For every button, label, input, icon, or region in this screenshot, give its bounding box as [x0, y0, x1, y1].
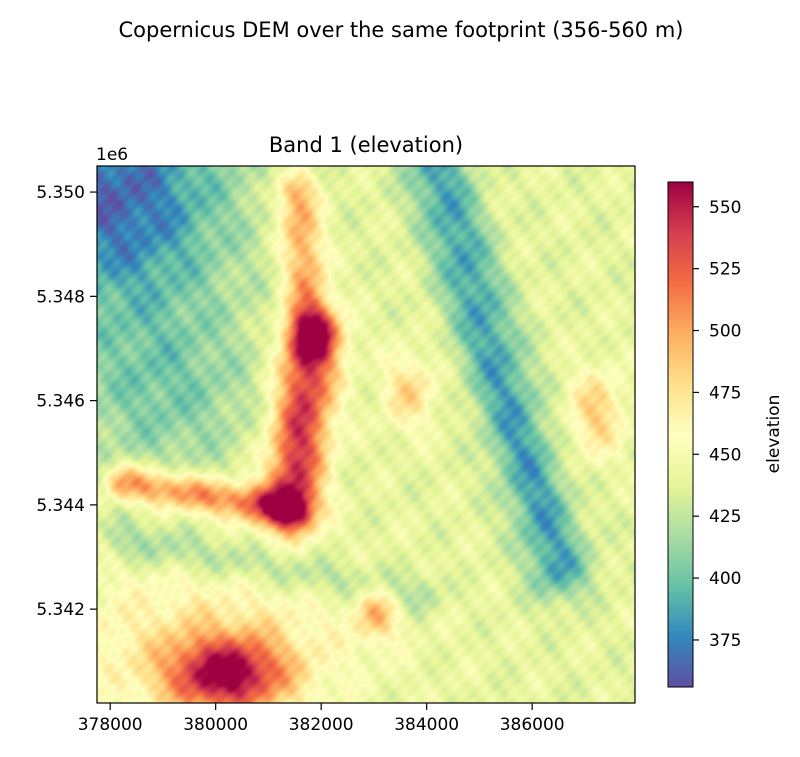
colorbar-ticks: 375 400 425 450 475 500 525 550	[693, 198, 741, 651]
colorbar-tick-label: 500	[709, 322, 741, 342]
figure-suptitle: Copernicus DEM over the same footprint (…	[119, 18, 684, 42]
y-offset-label: 1e6	[96, 145, 128, 165]
y-tick-label: 5.342	[36, 600, 85, 620]
colorbar-tick-label: 475	[709, 383, 741, 403]
colorbar-tick-label: 400	[709, 569, 741, 589]
x-axis: 378000 380000 382000 384000 386000	[78, 703, 565, 735]
x-tick-label: 386000	[500, 715, 565, 735]
plot-frame	[96, 165, 636, 704]
colorbar-tick-label: 425	[709, 507, 741, 527]
y-tick-label: 5.348	[36, 287, 85, 307]
y-tick-label: 5.350	[36, 183, 85, 203]
colorbar: 375 400 425 450 475 500 525 550 elevation	[667, 181, 784, 688]
colorbar-tick-label: 550	[709, 198, 741, 218]
plot-title: Band 1 (elevation)	[269, 133, 463, 157]
x-tick-label: 380000	[183, 715, 248, 735]
y-axis: 5.342 5.344 5.346 5.348 5.350	[36, 183, 97, 620]
colorbar-tick-label: 375	[709, 631, 741, 651]
colorbar-tick-label: 450	[709, 445, 741, 465]
colorbar-tick-label: 525	[709, 260, 741, 280]
x-tick-label: 382000	[289, 715, 354, 735]
colorbar-label: elevation	[764, 395, 784, 474]
x-tick-label: 378000	[78, 715, 143, 735]
heatmap-area	[96, 165, 636, 704]
y-tick-label: 5.344	[36, 496, 85, 516]
x-tick-label: 384000	[394, 715, 459, 735]
colorbar-gradient	[667, 181, 694, 688]
y-tick-label: 5.346	[36, 392, 85, 412]
elevation-raster	[97, 166, 635, 703]
